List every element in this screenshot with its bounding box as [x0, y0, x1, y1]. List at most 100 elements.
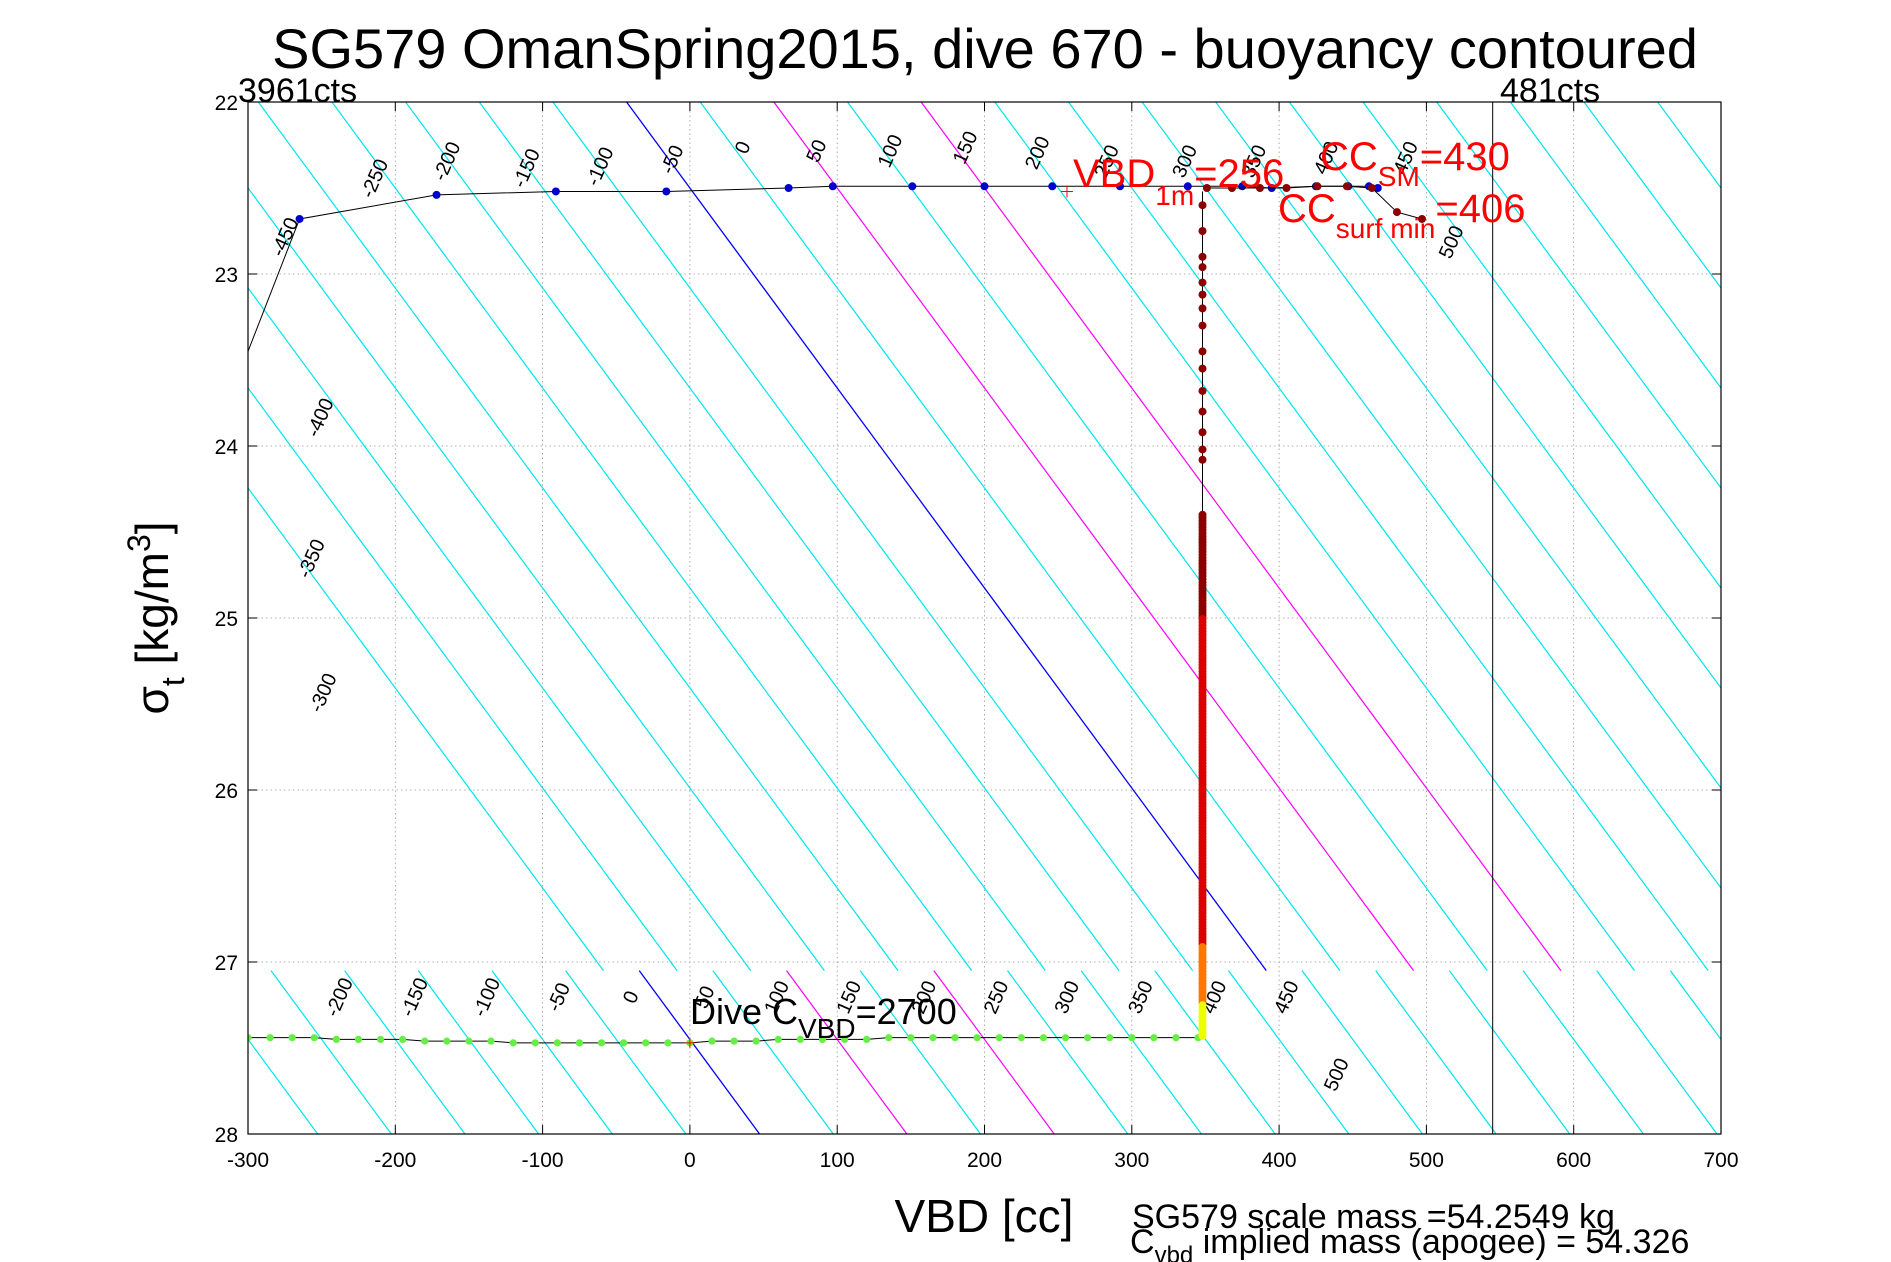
- annotation-vbd-1m: VBD1m=256: [1073, 152, 1284, 211]
- bottom-trajectory-point: [752, 1037, 760, 1045]
- contour-line-lower: [859, 970, 982, 1134]
- profile-point-shallow: [1198, 227, 1207, 235]
- y-tick-label: 26: [215, 780, 238, 803]
- contour-line-lower: [1744, 971, 1864, 1134]
- upper-trajectory-point: [1116, 182, 1125, 191]
- contour-line-lower: [1301, 970, 1423, 1134]
- bottom-trajectory-point: [310, 1034, 318, 1042]
- contour-line-upper: [847, 102, 1488, 971]
- annotation-cc-surf-min: CCsurf min=406: [1278, 187, 1525, 244]
- upper-trajectory-point: [908, 182, 917, 191]
- contour-line-upper: [1509, 102, 1721, 390]
- y-tick-label: 27: [215, 952, 238, 975]
- x-tick-label: 100: [820, 1149, 855, 1172]
- cc-surf-value: =406: [1435, 187, 1525, 231]
- bottom-trajectory-point: [1084, 1034, 1092, 1042]
- bottom-trajectory-point: [1172, 1034, 1180, 1042]
- buoyancy-contours: [248, 102, 1891, 1134]
- cc-surf-main: CC: [1278, 187, 1336, 231]
- contour-line-upper: [1141, 102, 1721, 890]
- dive-c-sub: VBD: [798, 1013, 856, 1044]
- contour-line-lower: [248, 1038, 319, 1134]
- upper-trajectory-point: [828, 182, 837, 191]
- profile-point-shallow: [1198, 347, 1207, 356]
- x-tick-label: 700: [1703, 1149, 1738, 1172]
- x-tick-label: 500: [1409, 1149, 1444, 1172]
- bottom-trajectory-point: [487, 1037, 495, 1045]
- x-axis-label: VBD [cc]: [895, 1190, 1074, 1242]
- annotation-dive-c-vbd: Dive CVBD=2700: [690, 991, 957, 1044]
- cc-sm-main: CC: [1320, 135, 1378, 179]
- upper-trajectory-point: [784, 184, 793, 192]
- contour-line-upper: [773, 102, 1415, 971]
- x-tick-label: 0: [684, 1149, 696, 1172]
- profile-point-shallow: [1198, 321, 1207, 330]
- bottom-trajectory-point: [553, 1039, 561, 1047]
- contour-line-lower: [712, 970, 834, 1134]
- x-tick-label: 400: [1262, 1149, 1297, 1172]
- contour-line-upper: [1731, 102, 1891, 971]
- implied-rest: implied mass (apogee) = 54.326: [1193, 1223, 1689, 1261]
- contour-line-lower: [786, 970, 908, 1134]
- upper-trajectory-point: [551, 187, 560, 196]
- contour-line-upper: [1215, 102, 1721, 790]
- surface-point: [1367, 184, 1376, 192]
- x-tick-label: -100: [522, 1149, 564, 1172]
- cc-surf-sub: surf min: [1336, 213, 1436, 244]
- vbd-1m-main: VBD: [1073, 152, 1155, 196]
- profile-point-shallow: [1198, 455, 1207, 464]
- bottom-trajectory-point: [1106, 1034, 1114, 1042]
- x-tick-label: 300: [1114, 1149, 1149, 1172]
- contour-line-lower: [1448, 970, 1571, 1134]
- y-label-main: σ: [126, 686, 178, 714]
- profile-point-shallow: [1198, 263, 1207, 272]
- contour-line-lower: [933, 970, 1055, 1134]
- implied-mass-note: Cvbd implied mass (apogee) = 54.326: [1130, 1223, 1689, 1262]
- series: [248, 102, 1494, 1134]
- contour-line-lower: [1818, 971, 1891, 1134]
- bottom-trajectory-point: [840, 1035, 849, 1043]
- bottom-trajectory-point: [443, 1037, 451, 1045]
- dive-c-main: Dive C: [690, 991, 798, 1032]
- contour-line-lower: [1596, 970, 1718, 1134]
- upper-trajectory-point: [1048, 182, 1057, 191]
- bottom-trajectory-point: [818, 1035, 827, 1043]
- profile-point-shallow: [1198, 407, 1207, 416]
- bottom-trajectory-point: [642, 1039, 650, 1047]
- contour-line-lower: [491, 970, 613, 1134]
- bottom-trajectory-point: [907, 1034, 915, 1042]
- vbd-1m-marker: [1060, 185, 1073, 198]
- profile-point-shallow: [1198, 364, 1207, 373]
- bottom-trajectory-point: [465, 1037, 473, 1045]
- bottom-trajectory-point: [1039, 1034, 1048, 1042]
- profile-point-shallow: [1198, 386, 1207, 395]
- contour-line-lower: [1669, 970, 1721, 1041]
- bottom-trajectory-point: [597, 1039, 606, 1047]
- y-tick-label: 28: [215, 1124, 238, 1147]
- bottom-trajectory-point: [575, 1039, 584, 1047]
- bottom-trajectory-point: [1128, 1034, 1136, 1042]
- upper-trajectory-point: [1373, 184, 1382, 192]
- bottom-trajectory-point: [730, 1037, 738, 1045]
- upper-trajectory-point: [295, 214, 304, 223]
- contour-line-upper: [1288, 102, 1721, 690]
- profile-point-shallow: [1198, 290, 1207, 299]
- x-tick-label: 200: [967, 1149, 1002, 1172]
- bottom-trajectory-point: [266, 1034, 274, 1042]
- contour-line-lower: [565, 970, 687, 1134]
- profile-point-shallow: [1198, 445, 1207, 454]
- contour-line-lower: [417, 970, 540, 1134]
- contour-line-upper: [920, 102, 1562, 971]
- y-tick-label: 24: [215, 436, 239, 459]
- x-tick-label: -300: [227, 1149, 269, 1172]
- contour-line-upper: [994, 102, 1636, 971]
- y-label-unit-pre: [kg/m: [126, 552, 178, 677]
- implied-sub: vbd: [1155, 1242, 1194, 1262]
- bottom-trajectory-point: [332, 1035, 340, 1043]
- contour-line-lower: [1522, 970, 1644, 1134]
- contour-line-lower: [1227, 970, 1350, 1134]
- bottom-trajectory-point: [929, 1034, 937, 1042]
- bottom-trajectory-point: [973, 1034, 981, 1042]
- upper-trajectory-point: [1183, 182, 1192, 191]
- contour-line-upper: [248, 286, 752, 971]
